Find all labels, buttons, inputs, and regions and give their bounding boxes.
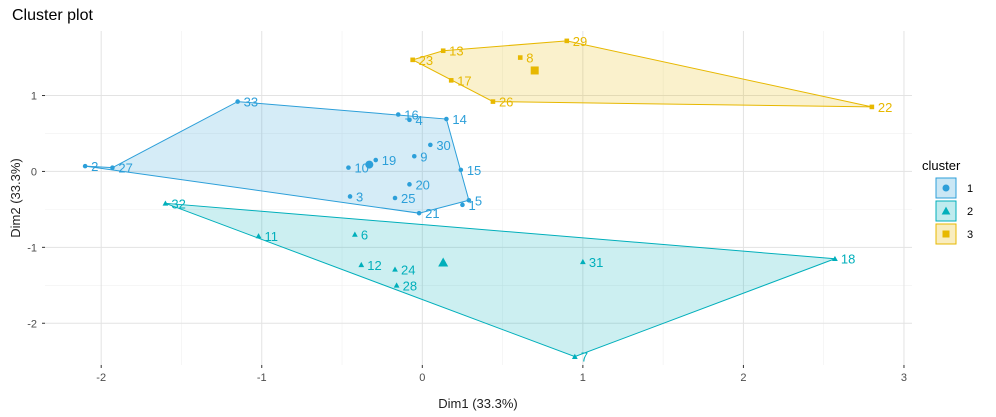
point-label-33: 33	[244, 95, 258, 110]
legend-label-3: 3	[967, 229, 973, 241]
data-point-15	[458, 167, 464, 173]
data-point-22	[869, 104, 875, 110]
chart-title: Cluster plot	[12, 7, 93, 24]
point-label-10: 10	[354, 161, 368, 176]
data-point-28	[393, 282, 400, 288]
x-tick-label: 2	[740, 372, 746, 384]
x-tick-label: -2	[96, 372, 106, 384]
y-axis-ticks: -2 -1 0 1	[27, 91, 45, 330]
data-point-21	[416, 210, 422, 216]
data-point-1	[460, 202, 465, 208]
x-tick-label: 3	[901, 372, 907, 384]
legend-symbol-2	[941, 206, 951, 215]
data-point-9	[411, 153, 417, 159]
data-point-18	[832, 255, 838, 262]
point-label-2: 2	[91, 159, 98, 174]
x-axis-label: Dim1 (33.3%)	[438, 396, 517, 411]
point-label-6: 6	[361, 227, 368, 242]
point-label-7: 7	[581, 350, 588, 365]
data-point-11	[255, 233, 262, 239]
point-label-1: 1	[468, 198, 475, 213]
plot-panel	[45, 31, 912, 365]
point-label-12: 12	[367, 258, 381, 273]
data-point-24	[392, 266, 398, 272]
point-label-31: 31	[589, 255, 603, 270]
point-label-19: 19	[382, 153, 396, 168]
point-label-3: 3	[356, 189, 363, 204]
legend-title: cluster	[922, 158, 961, 173]
y-tick-label: 0	[31, 166, 37, 178]
point-label-26: 26	[499, 95, 513, 110]
cluster-2-hull	[165, 202, 836, 358]
data-point-23	[410, 57, 415, 63]
data-point-26	[490, 99, 496, 104]
data-point-8	[517, 55, 523, 60]
y-tick-label: 1	[31, 91, 37, 103]
data-point-31	[579, 258, 586, 265]
point-label-17: 17	[457, 73, 471, 88]
legend-label-1: 1	[967, 183, 973, 195]
point-label-25: 25	[401, 191, 415, 206]
y-tick-label: -1	[27, 242, 37, 254]
x-tick-label: 0	[419, 372, 425, 384]
point-label-29: 29	[573, 34, 587, 49]
data-point-29	[564, 38, 570, 44]
data-points	[82, 38, 875, 359]
y-tick-label: -2	[27, 318, 37, 330]
point-label-16: 16	[404, 108, 418, 123]
point-label-23: 23	[419, 53, 433, 68]
data-point-10	[346, 165, 351, 170]
x-axis-ticks: -2 -1 0 1 2 3	[96, 365, 907, 384]
point-label-32: 32	[171, 196, 185, 211]
data-point-19	[373, 157, 379, 163]
data-point-33	[235, 99, 240, 104]
data-point-17	[448, 78, 454, 83]
x-tick-label: -1	[257, 372, 267, 384]
grid-lines	[45, 31, 912, 365]
data-point-16	[395, 112, 401, 117]
legend-symbol-1	[942, 184, 950, 192]
point-label-8: 8	[526, 51, 533, 66]
point-label-13: 13	[449, 44, 463, 59]
cluster-3-hull	[411, 40, 872, 108]
point-label-28: 28	[403, 278, 417, 293]
data-point-5	[466, 197, 472, 203]
point-label-24: 24	[401, 262, 415, 277]
legend-symbol-3	[942, 230, 950, 238]
cluster-1-centroid	[365, 160, 374, 169]
point-label-14: 14	[452, 112, 466, 127]
x-tick-label: 1	[580, 372, 586, 384]
data-point-2	[82, 163, 88, 169]
point-label-22: 22	[878, 100, 892, 115]
data-point-20	[407, 182, 412, 187]
data-point-14	[444, 116, 449, 122]
data-point-12	[358, 261, 365, 268]
data-point-32	[162, 200, 169, 206]
data-point-3	[347, 194, 353, 199]
data-point-27	[110, 165, 115, 170]
point-label-4: 4	[415, 113, 422, 128]
point-label-15: 15	[467, 163, 481, 178]
point-label-18: 18	[841, 252, 855, 267]
point-label-20: 20	[415, 177, 429, 192]
legend-label-2: 2	[967, 206, 973, 218]
point-label-5: 5	[475, 193, 482, 208]
data-point-25	[392, 195, 398, 201]
data-point-30	[428, 142, 433, 148]
data-point-6	[351, 231, 358, 237]
point-label-11: 11	[265, 229, 279, 244]
cluster-3-centroid	[530, 66, 539, 75]
point-label-9: 9	[420, 149, 427, 164]
legend: cluster 1 2 3	[922, 158, 973, 245]
y-axis-label: Dim2 (33.3%)	[8, 158, 23, 237]
point-label-27: 27	[118, 161, 132, 176]
data-point-13	[440, 48, 446, 54]
cluster-2-centroid	[438, 257, 449, 267]
point-label-21: 21	[425, 206, 439, 221]
data-point-4	[407, 117, 412, 123]
data-point-7	[571, 353, 578, 359]
point-label-30: 30	[436, 138, 450, 153]
